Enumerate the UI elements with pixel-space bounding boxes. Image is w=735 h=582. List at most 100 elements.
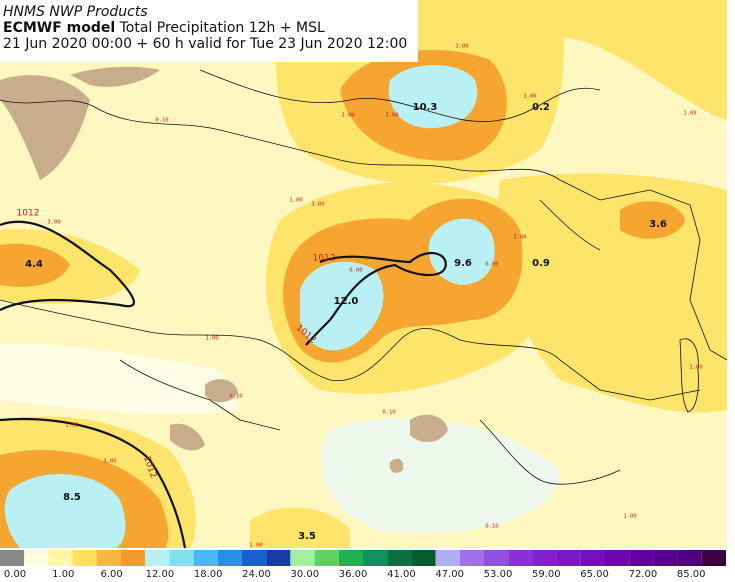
model: ECMWF model [3,20,116,36]
max-label: 8.5 [63,492,81,503]
colorbar-swatch [556,550,581,566]
precip-cyan [388,65,478,129]
colorbar-label: 18.00 [194,569,223,580]
contour-label: 1.00 [623,514,636,520]
colorbar-swatch [266,550,291,566]
contour-label: 1.00 [689,365,702,371]
isobar-label: 1012 [313,254,336,264]
colorbar-label: 36.00 [339,569,368,580]
land [205,379,238,403]
colorbar-swatch [629,550,654,566]
max-label: 12.0 [334,296,359,307]
contour-label: 3.00 [311,202,324,208]
title-box: HNMS NWP Products ECMWF model Total Prec… [0,0,418,62]
max-label: 0.9 [532,258,550,269]
colorbar-swatch [24,550,49,566]
land [170,423,205,451]
precip-yellow [250,507,350,548]
contour-label: 3.00 [513,235,526,241]
colorbar-swatch [338,550,363,566]
contour-label: 1.00 [523,94,536,100]
contour-label: 6.00 [349,268,362,274]
precip-cyan [4,473,126,548]
land [70,66,160,87]
colorbar-swatch [145,550,170,566]
colorbar-swatch [653,550,678,566]
valid-time: 21 Jun 2020 00:00 + 60 h valid for Tue 2… [3,36,408,52]
colorbar-label: 0.00 [4,569,26,580]
colorbar-swatch [508,550,533,566]
contour-label: 3.00 [455,44,468,50]
colorbar-swatch [459,550,484,566]
contour-label: 0.10 [382,410,395,416]
contour-label: 0.10 [229,394,242,400]
contour-label: 1.00 [289,198,302,204]
coastlines [0,69,728,485]
colorbar-swatch [193,550,218,566]
contour-label: 1.00 [65,423,78,429]
colorbar-swatch [677,550,702,566]
colorbar-swatch [169,550,194,566]
max-label: 3.6 [649,219,667,230]
contour-label: 1.00 [249,543,262,549]
max-label: 9.6 [454,258,472,269]
light-area [0,344,240,415]
colorbar-swatch [48,550,73,566]
colorbar-label: 65.00 [580,569,609,580]
colorbar-label: 59.00 [532,569,561,580]
contour-label: 6.00 [485,262,498,268]
colorbar-swatch [96,550,121,566]
colorbar-swatch [217,550,242,566]
contour-label: 3.00 [47,220,60,226]
colorbar-swatch [363,550,388,566]
colorbar-swatch [484,550,509,566]
colorbar-swatch [0,550,25,566]
isobar-label: 1012 [17,209,40,219]
colorbar-swatch [72,550,97,566]
contour-label: 0.10 [155,118,168,124]
colorbar-label: 41.00 [387,569,416,580]
max-label: 0.2 [532,102,550,113]
colorbar-label: 6.00 [100,569,122,580]
product: Total Precipitation 12h + MSL [119,20,325,36]
colorbar-swatch [411,550,436,566]
contour-label: 3.00 [103,459,116,465]
precip-yellow [420,0,727,120]
colorbar-label: 47.00 [435,569,464,580]
colorbar-swatch [605,550,630,566]
source: HNMS NWP Products [3,4,148,20]
colorbar-swatch [387,550,412,566]
colorbar-label: 30.00 [290,569,319,580]
colorbar-label: 1.00 [52,569,74,580]
isobars [0,220,447,549]
land [410,414,448,442]
colorbar-swatch [580,550,605,566]
contour-label: 1.00 [205,336,218,342]
model-line: ECMWF model Total Precipitation 12h + MS… [3,20,418,36]
precip-orange [0,243,70,287]
colorbar-swatch [290,550,315,566]
colorbar-label: 12.00 [146,569,175,580]
contour-label: 3.00 [385,113,398,119]
precip-orange [620,201,685,239]
colorbar-swatch [532,550,557,566]
colorbar-swatch [435,550,460,566]
max-label: 4.4 [25,259,43,270]
colorbar-label: 24.00 [242,569,271,580]
colorbar-swatch [121,550,146,566]
contour-label: 3.00 [341,113,354,119]
colorbar-swatch [242,550,267,566]
colorbar-label: 53.00 [484,569,513,580]
colorbar-label: 72.00 [629,569,658,580]
light-area [320,418,560,533]
max-label: 10.3 [413,102,438,113]
colorbar-swatch [701,550,726,566]
colorbar-label: 85.00 [677,569,706,580]
contour-label: 1.00 [683,111,696,117]
land [389,458,404,473]
colorbar-swatch [314,550,339,566]
land [0,75,90,180]
contour-label: 0.10 [485,524,498,530]
